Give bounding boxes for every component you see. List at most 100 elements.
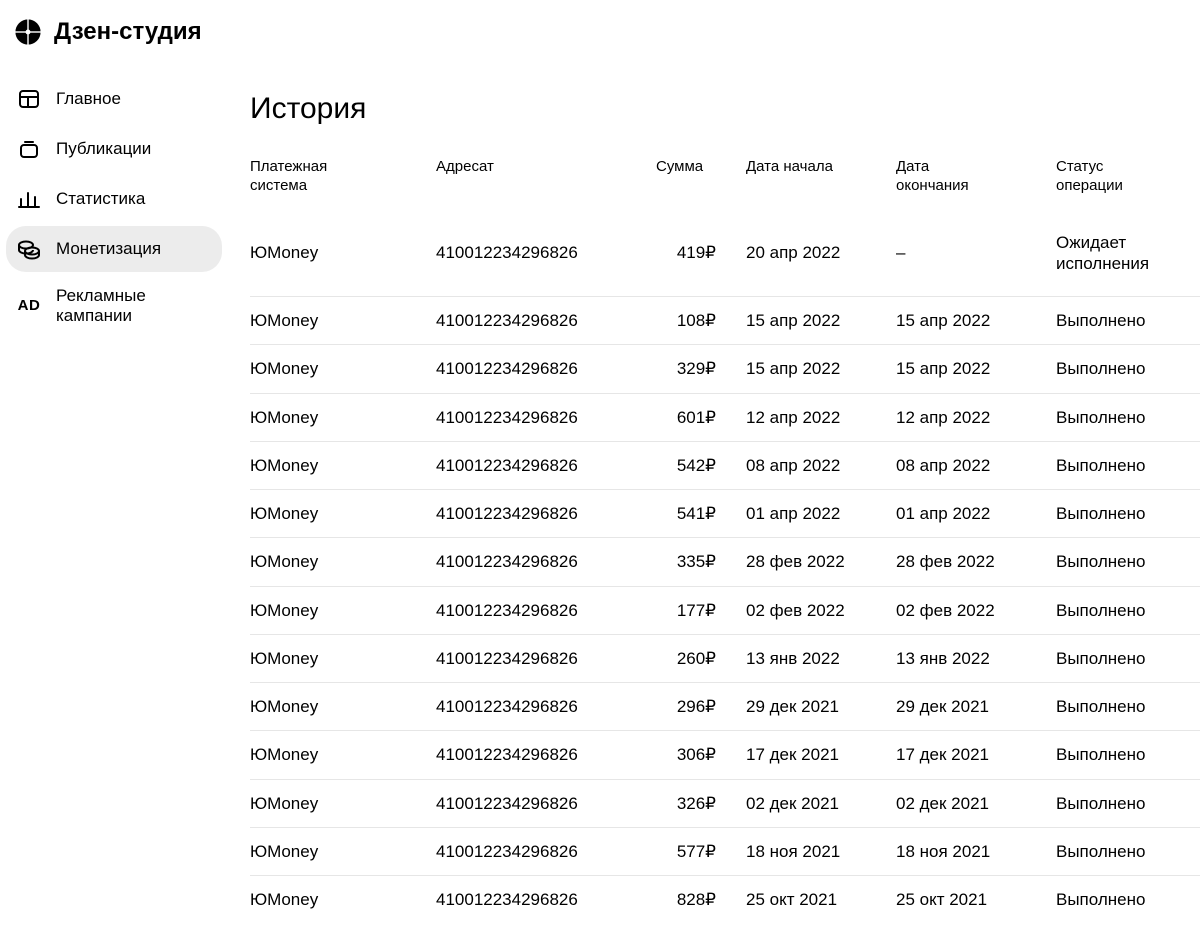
cell-system: ЮMoney: [250, 779, 436, 827]
cell-amount: 419₽: [656, 210, 746, 297]
table-row: ЮMoney410012234296826335₽28 фев 202228 ф…: [250, 538, 1200, 586]
stats-icon: [16, 186, 42, 212]
cell-start-date: 29 дек 2021: [746, 683, 896, 731]
cell-end-date: 15 апр 2022: [896, 297, 1056, 345]
th-status: Статусоперации: [1056, 152, 1200, 210]
cell-system: ЮMoney: [250, 827, 436, 875]
cell-addressee: 410012234296826: [436, 876, 656, 924]
cell-status: Выполнено: [1056, 297, 1200, 345]
cell-system: ЮMoney: [250, 683, 436, 731]
cell-end-date: 12 апр 2022: [896, 393, 1056, 441]
cell-addressee: 410012234296826: [436, 586, 656, 634]
cell-amount: 335₽: [656, 538, 746, 586]
sidebar-item-label: Публикации: [56, 139, 151, 159]
cell-addressee: 410012234296826: [436, 490, 656, 538]
sidebar-item-label: Статистика: [56, 189, 145, 209]
cell-system: ЮMoney: [250, 490, 436, 538]
sidebar-item-label: Рекламные кампании: [56, 286, 146, 325]
page-title: История: [250, 92, 1200, 126]
cell-amount: 542₽: [656, 441, 746, 489]
cell-system: ЮMoney: [250, 441, 436, 489]
cell-addressee: 410012234296826: [436, 210, 656, 297]
cell-addressee: 410012234296826: [436, 731, 656, 779]
cell-status: Выполнено: [1056, 586, 1200, 634]
cell-system: ЮMoney: [250, 345, 436, 393]
cell-end-date: 29 дек 2021: [896, 683, 1056, 731]
cell-addressee: 410012234296826: [436, 538, 656, 586]
cell-status: Выполнено: [1056, 345, 1200, 393]
cell-system: ЮMoney: [250, 586, 436, 634]
th-addressee: Адресат: [436, 152, 656, 210]
sidebar: Главное Публикации Статистика: [0, 64, 230, 923]
sidebar-item-ad-campaigns[interactable]: AD Рекламные кампании: [6, 276, 222, 335]
cell-addressee: 410012234296826: [436, 634, 656, 682]
cell-start-date: 17 дек 2021: [746, 731, 896, 779]
cell-end-date: 02 фев 2022: [896, 586, 1056, 634]
table-row: ЮMoney410012234296826326₽02 дек 202102 д…: [250, 779, 1200, 827]
cell-amount: 260₽: [656, 634, 746, 682]
cell-end-date: –: [896, 210, 1056, 297]
cell-system: ЮMoney: [250, 210, 436, 297]
th-end-date: Датаокончания: [896, 152, 1056, 210]
sidebar-item-statistics[interactable]: Статистика: [6, 176, 222, 222]
cell-end-date: 18 ноя 2021: [896, 827, 1056, 875]
sidebar-item-monetization[interactable]: Монетизация: [6, 226, 222, 272]
table-row: ЮMoney410012234296826260₽13 янв 202213 я…: [250, 634, 1200, 682]
cell-start-date: 13 янв 2022: [746, 634, 896, 682]
cell-status: Выполнено: [1056, 490, 1200, 538]
table-row: ЮMoney410012234296826828₽25 окт 202125 о…: [250, 876, 1200, 924]
sidebar-item-label: Монетизация: [56, 239, 161, 259]
brand-title: Дзен-студия: [54, 18, 202, 46]
table-row: ЮMoney410012234296826541₽01 апр 202201 а…: [250, 490, 1200, 538]
cell-start-date: 25 окт 2021: [746, 876, 896, 924]
cell-amount: 828₽: [656, 876, 746, 924]
th-amount: Сумма: [656, 152, 746, 210]
sidebar-item-publications[interactable]: Публикации: [6, 126, 222, 172]
cell-amount: 601₽: [656, 393, 746, 441]
cell-amount: 577₽: [656, 827, 746, 875]
cell-amount: 326₽: [656, 779, 746, 827]
cell-system: ЮMoney: [250, 634, 436, 682]
main-content: История Платежнаясистема Адресат Сумма Д…: [230, 64, 1200, 923]
cell-status: Выполнено: [1056, 731, 1200, 779]
table-row: ЮMoney410012234296826177₽02 фев 202202 ф…: [250, 586, 1200, 634]
table-row: ЮMoney410012234296826577₽18 ноя 202118 н…: [250, 827, 1200, 875]
cell-addressee: 410012234296826: [436, 393, 656, 441]
cell-system: ЮMoney: [250, 297, 436, 345]
cell-start-date: 20 апр 2022: [746, 210, 896, 297]
cell-addressee: 410012234296826: [436, 827, 656, 875]
sidebar-item-label: Главное: [56, 89, 121, 109]
cell-system: ЮMoney: [250, 731, 436, 779]
table-row: ЮMoney410012234296826296₽29 дек 202129 д…: [250, 683, 1200, 731]
cell-start-date: 08 апр 2022: [746, 441, 896, 489]
app-header: Дзен-студия: [0, 0, 1200, 64]
cell-end-date: 17 дек 2021: [896, 731, 1056, 779]
cell-start-date: 12 апр 2022: [746, 393, 896, 441]
cell-status: Ожидаетисполнения: [1056, 210, 1200, 297]
cell-amount: 541₽: [656, 490, 746, 538]
table-row: ЮMoney410012234296826601₽12 апр 202212 а…: [250, 393, 1200, 441]
coins-icon: [16, 236, 42, 262]
cell-start-date: 15 апр 2022: [746, 297, 896, 345]
cell-start-date: 18 ноя 2021: [746, 827, 896, 875]
transactions-table: Платежнаясистема Адресат Сумма Дата нача…: [250, 152, 1200, 923]
cell-start-date: 15 апр 2022: [746, 345, 896, 393]
th-start-date: Дата начала: [746, 152, 896, 210]
cell-end-date: 01 апр 2022: [896, 490, 1056, 538]
cell-amount: 296₽: [656, 683, 746, 731]
sidebar-item-home[interactable]: Главное: [6, 76, 222, 122]
cell-system: ЮMoney: [250, 393, 436, 441]
cell-status: Выполнено: [1056, 683, 1200, 731]
ad-icon: AD: [16, 293, 42, 319]
cell-status: Выполнено: [1056, 876, 1200, 924]
th-system: Платежнаясистема: [250, 152, 436, 210]
cell-end-date: 08 апр 2022: [896, 441, 1056, 489]
table-row: ЮMoney410012234296826542₽08 апр 202208 а…: [250, 441, 1200, 489]
table-row: ЮMoney410012234296826419₽20 апр 2022–Ожи…: [250, 210, 1200, 297]
cell-system: ЮMoney: [250, 876, 436, 924]
cell-end-date: 02 дек 2021: [896, 779, 1056, 827]
cell-addressee: 410012234296826: [436, 297, 656, 345]
publications-icon: [16, 136, 42, 162]
cell-end-date: 15 апр 2022: [896, 345, 1056, 393]
cell-system: ЮMoney: [250, 538, 436, 586]
